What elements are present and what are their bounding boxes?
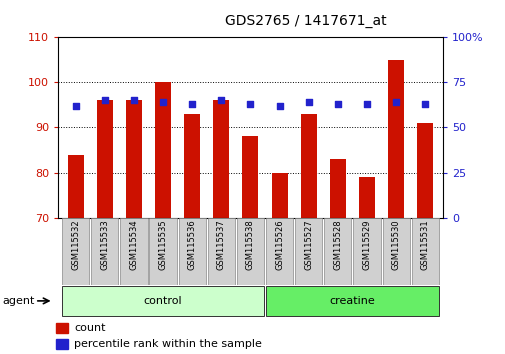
Point xyxy=(72,103,80,109)
Text: GSM115537: GSM115537 xyxy=(217,220,225,270)
Bar xyxy=(56,323,68,333)
Text: count: count xyxy=(74,323,106,333)
Text: GSM115529: GSM115529 xyxy=(362,220,371,270)
Point xyxy=(217,98,225,103)
Text: GSM115538: GSM115538 xyxy=(245,220,255,270)
Text: control: control xyxy=(143,296,182,306)
Bar xyxy=(155,82,171,218)
Bar xyxy=(242,137,258,218)
Bar xyxy=(56,339,68,349)
Point xyxy=(391,99,399,105)
Bar xyxy=(184,114,200,218)
Text: GSM115530: GSM115530 xyxy=(391,220,400,270)
Bar xyxy=(294,218,322,285)
Point xyxy=(420,101,428,107)
Text: agent: agent xyxy=(3,296,35,306)
Text: GSM115527: GSM115527 xyxy=(304,220,313,270)
Bar xyxy=(149,218,176,285)
Bar xyxy=(352,218,380,285)
Text: GSM115531: GSM115531 xyxy=(420,220,429,270)
Bar xyxy=(266,286,438,316)
Text: GSM115536: GSM115536 xyxy=(187,220,196,270)
Text: GSM115534: GSM115534 xyxy=(129,220,138,270)
Point xyxy=(275,103,283,109)
Bar xyxy=(62,286,264,316)
Bar xyxy=(358,177,374,218)
Bar xyxy=(91,218,118,285)
Point xyxy=(333,101,341,107)
Bar xyxy=(266,218,292,285)
Bar xyxy=(62,218,89,285)
Point xyxy=(100,98,109,103)
Bar xyxy=(236,218,264,285)
Bar xyxy=(126,101,142,218)
Point xyxy=(130,98,138,103)
Bar xyxy=(417,123,432,218)
Point xyxy=(246,101,254,107)
Bar xyxy=(208,218,234,285)
Bar xyxy=(387,60,403,218)
Bar xyxy=(178,218,206,285)
Text: percentile rank within the sample: percentile rank within the sample xyxy=(74,339,262,349)
Text: GSM115532: GSM115532 xyxy=(71,220,80,270)
Text: GDS2765 / 1417671_at: GDS2765 / 1417671_at xyxy=(225,14,386,28)
Bar xyxy=(300,114,316,218)
Text: GSM115533: GSM115533 xyxy=(100,220,109,270)
Text: creatine: creatine xyxy=(329,296,375,306)
Bar xyxy=(324,218,351,285)
Point xyxy=(362,101,370,107)
Point xyxy=(159,99,167,105)
Bar xyxy=(329,159,345,218)
Bar xyxy=(96,101,113,218)
Bar xyxy=(120,218,147,285)
Point xyxy=(188,101,196,107)
Bar xyxy=(213,101,229,218)
Text: GSM115528: GSM115528 xyxy=(333,220,342,270)
Bar xyxy=(271,173,287,218)
Text: GSM115535: GSM115535 xyxy=(158,220,167,270)
Bar xyxy=(382,218,409,285)
Point xyxy=(304,99,312,105)
Text: GSM115526: GSM115526 xyxy=(275,220,283,270)
Bar xyxy=(411,218,438,285)
Bar xyxy=(68,154,83,218)
